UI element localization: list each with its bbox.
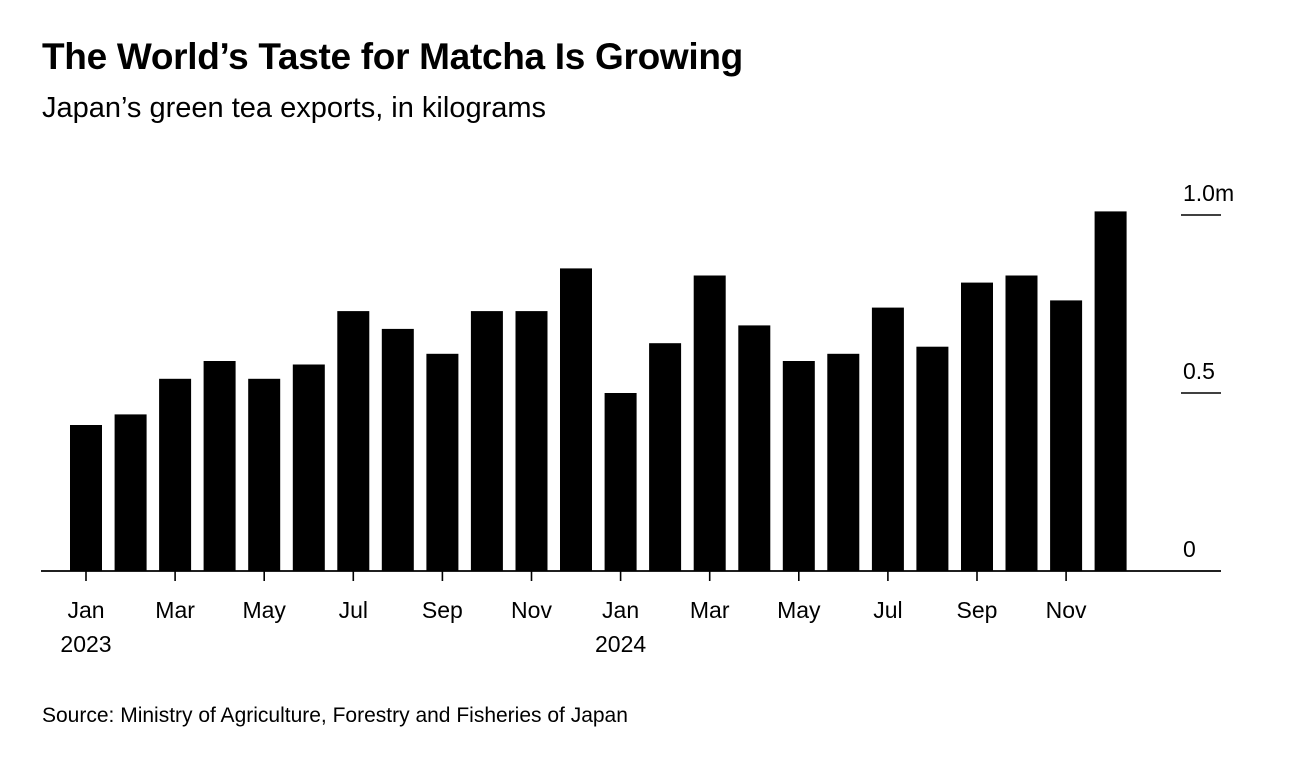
y-tick-label-2: 1.0m xyxy=(1183,180,1234,206)
x-tick-label-10: Sep xyxy=(957,597,998,623)
y-tick-label-0: 0 xyxy=(1183,536,1196,562)
y-axis: 0 0.5 1.0m xyxy=(1181,180,1234,562)
x-tick-label-7: Mar xyxy=(690,597,730,623)
chart-subtitle: Japan’s green tea exports, in kilograms xyxy=(42,92,547,124)
bar-13 xyxy=(649,343,682,571)
bar-20 xyxy=(961,282,993,571)
source-note: Source: Ministry of Agriculture, Forestr… xyxy=(42,704,628,727)
x-tick-label-2: May xyxy=(242,597,286,623)
x-tick-label-6: Jan xyxy=(602,597,639,623)
bar-23 xyxy=(1094,211,1127,571)
x-tick-label-1: Mar xyxy=(155,597,195,623)
x-year-label-6: 2024 xyxy=(595,631,646,657)
x-tick-label-3: Jul xyxy=(339,597,368,623)
bar-17 xyxy=(827,353,860,571)
y-tick-label-1: 0.5 xyxy=(1183,358,1215,384)
bar-6 xyxy=(337,311,370,571)
bar-12 xyxy=(604,393,637,571)
x-tick-label-8: May xyxy=(777,597,821,623)
x-tick-label-5: Nov xyxy=(511,597,552,623)
bar-14 xyxy=(693,275,726,571)
bar-18 xyxy=(871,307,904,571)
bar-11 xyxy=(560,268,592,571)
x-tick-label-4: Sep xyxy=(422,597,463,623)
bar-9 xyxy=(470,311,503,571)
bars-group xyxy=(70,211,1127,571)
x-tick-label-0: Jan xyxy=(67,597,104,623)
bar-3 xyxy=(203,361,236,571)
bar-1 xyxy=(114,414,147,571)
bar-22 xyxy=(1050,300,1083,571)
bar-8 xyxy=(426,353,459,571)
x-axis: Jan 2023 Mar May Jul Sep Nov Jan 2024 Mar May Jul Se… xyxy=(41,570,1221,657)
bar-16 xyxy=(782,361,815,571)
bar-0 xyxy=(70,425,102,571)
x-year-label-0: 2023 xyxy=(60,631,111,657)
bar-10 xyxy=(515,311,548,571)
x-tick-label-9: Jul xyxy=(873,597,902,623)
bar-21 xyxy=(1005,275,1038,571)
chart-title: The World’s Taste for Matcha Is Growing xyxy=(42,36,743,77)
bar-19 xyxy=(916,346,949,571)
bar-15 xyxy=(738,325,771,571)
bar-2 xyxy=(159,378,192,571)
x-tick-label-11: Nov xyxy=(1046,597,1087,623)
bar-4 xyxy=(248,378,281,571)
bar-5 xyxy=(292,364,325,571)
bar-7 xyxy=(381,328,414,571)
